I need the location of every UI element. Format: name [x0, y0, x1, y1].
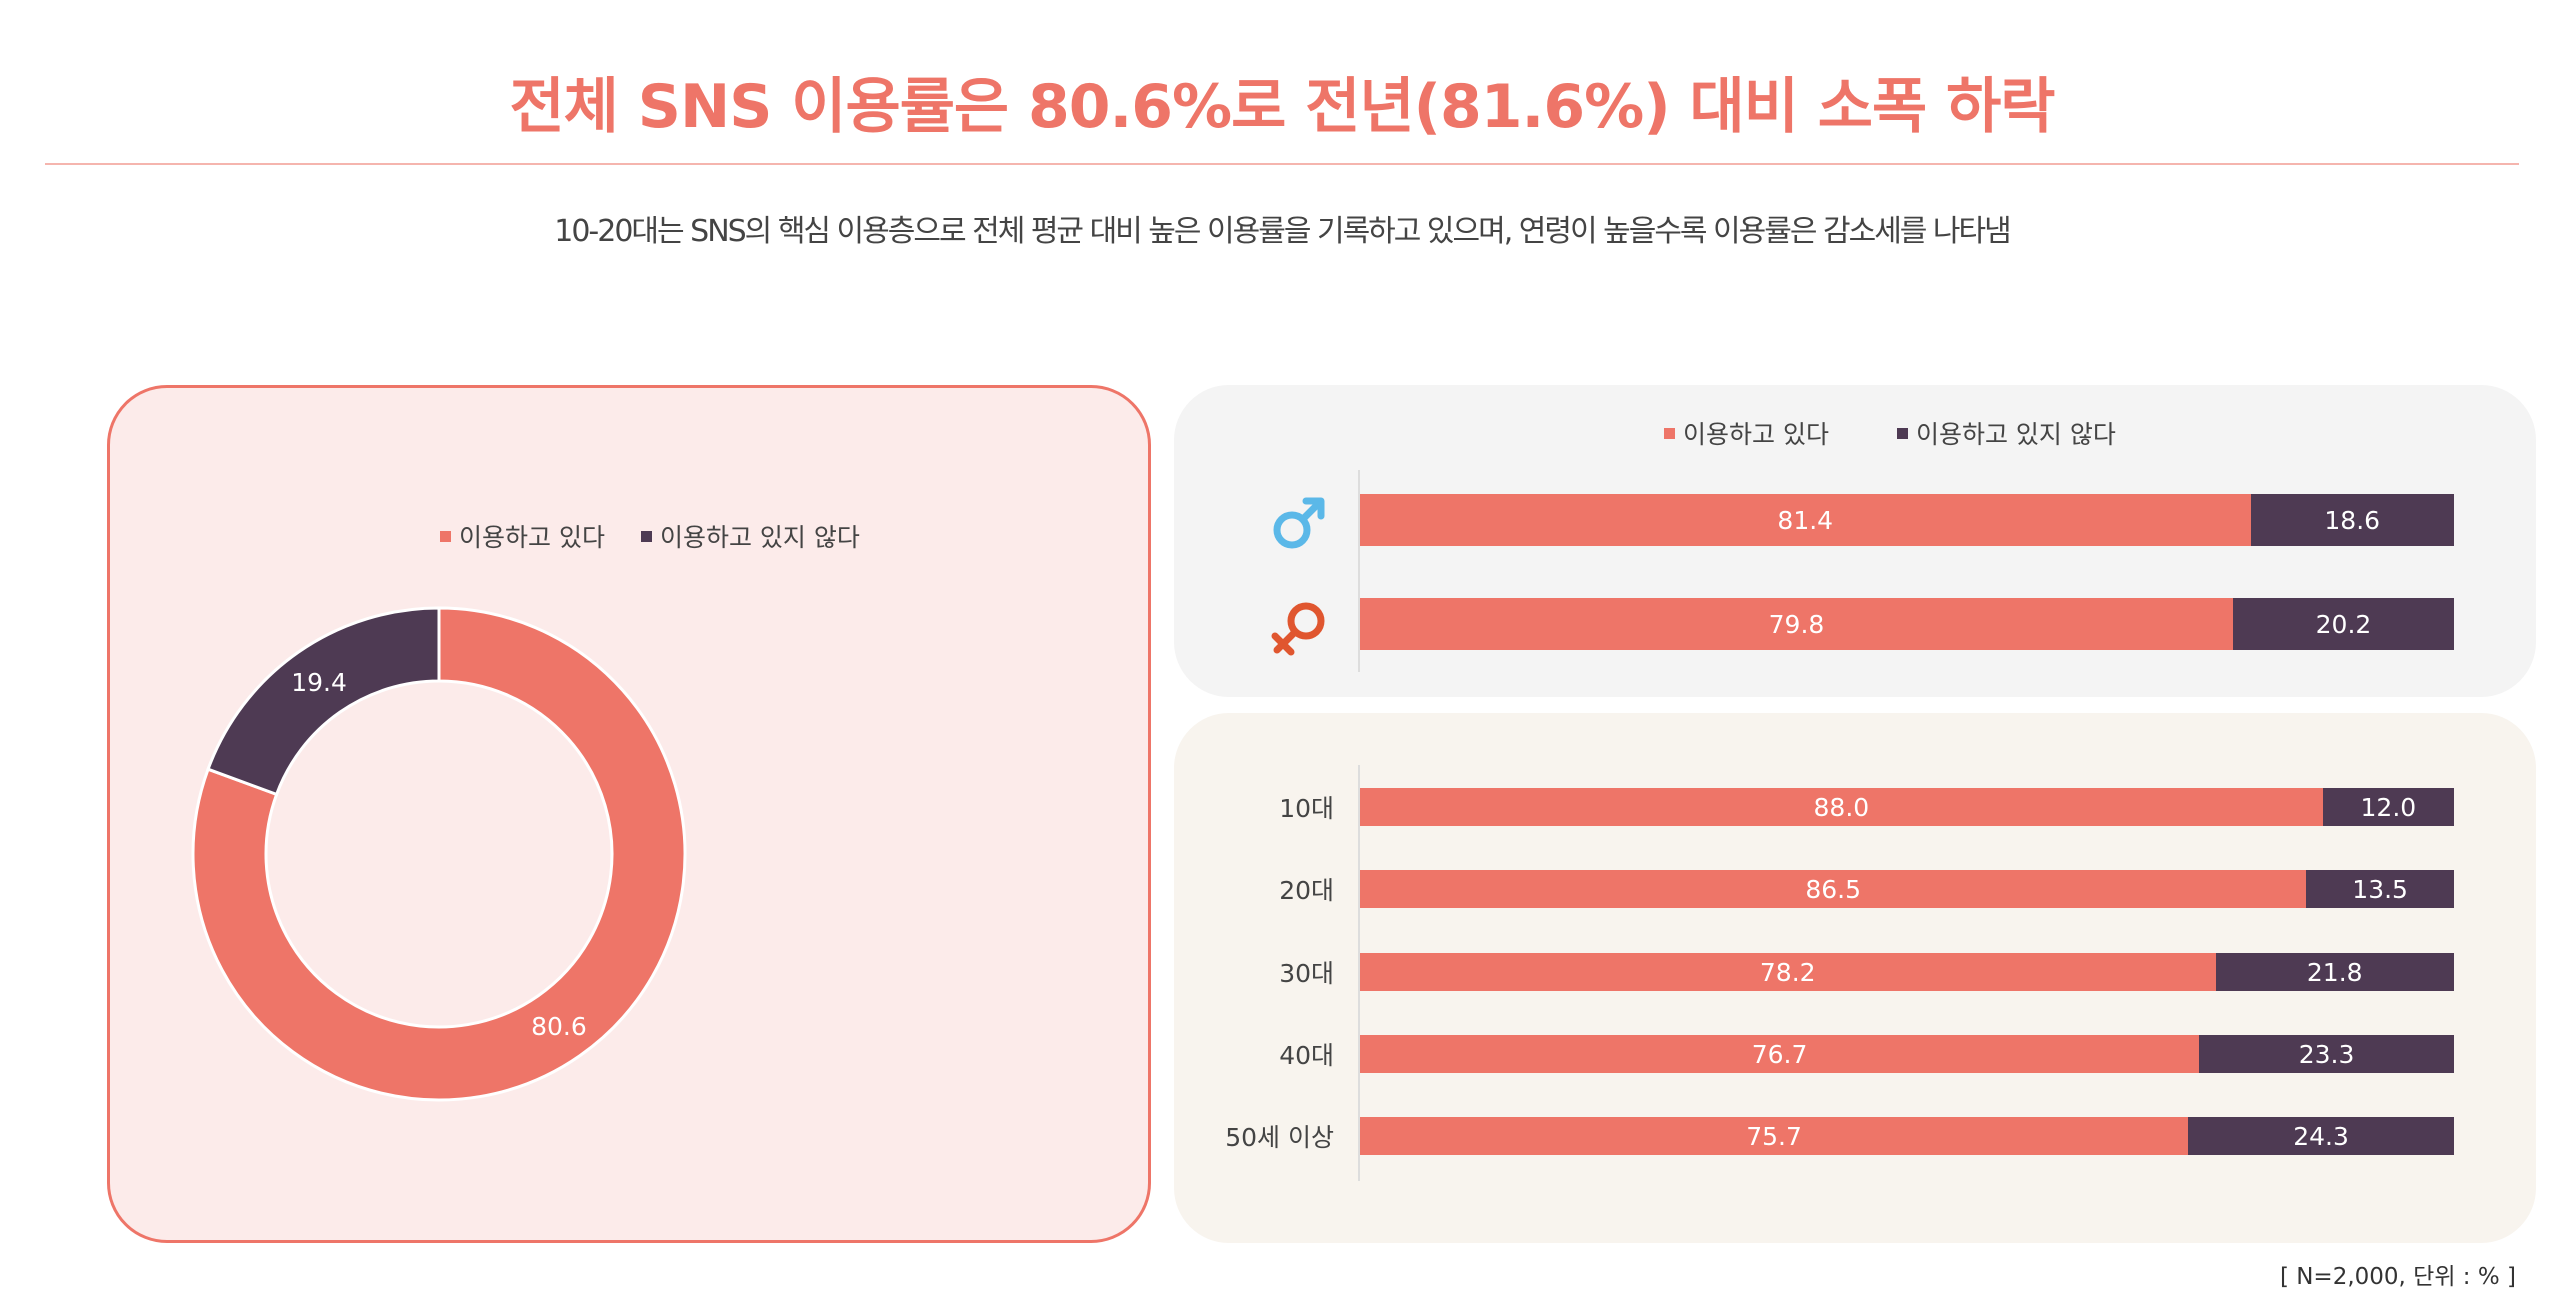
- legend-label-nonuse: 이용하고 있지 않다: [659, 523, 860, 552]
- donut-chart: 80.6 19.4: [191, 606, 687, 1102]
- category-label: 40대: [1279, 1041, 1334, 1070]
- age-axis: [1358, 765, 1360, 1181]
- bar-age-20: 86.5 13.5: [1360, 870, 2454, 908]
- bar-male-use: 81.4: [1360, 494, 2251, 546]
- bar-female-nonuse: 20.2: [2233, 598, 2454, 650]
- overall-panel: 이용하고 있다 이용하고 있지 않다 80.6 19.4: [107, 385, 1151, 1243]
- donut-legend: 이용하고 있다 이용하고 있지 않다: [440, 518, 860, 554]
- gender-legend: 이용하고 있다 이용하고 있지 않다: [1664, 415, 2116, 451]
- gender-axis: [1358, 470, 1360, 672]
- bar-female: 79.8 20.2: [1360, 598, 2454, 650]
- legend-item-nonuse: 이용하고 있지 않다: [640, 518, 860, 554]
- donut-label-nonuse: 19.4: [291, 668, 347, 697]
- legend-label-use: 이용하고 있다: [1683, 420, 1829, 449]
- bar-age-50plus-use: 75.7: [1360, 1117, 2189, 1155]
- page-subtitle: 10-20대는 SNS의 핵심 이용층으로 전체 평균 대비 높은 이용률을 기…: [554, 214, 2011, 249]
- bar-age-10-use: 88.0: [1360, 788, 2323, 826]
- donut-slice-nonuse: [206, 606, 441, 797]
- bar-age-40-use: 76.7: [1360, 1035, 2200, 1073]
- age-panel: 10대 88.0 12.0 20대 86.5 13.5 30대 78.2 21.…: [1174, 713, 2536, 1243]
- bar-age-10-nonuse: 12.0: [2322, 788, 2454, 826]
- donut-slice-use: [191, 606, 687, 1102]
- female-icon: [1271, 602, 1325, 656]
- sample-note: [ N=2,000, 단위 : % ]: [2279, 1264, 2516, 1290]
- legend-label-use: 이용하고 있다: [459, 523, 605, 552]
- legend-item-nonuse: 이용하고 있지 않다: [1896, 415, 2116, 451]
- bar-age-40: 76.7 23.3: [1360, 1035, 2454, 1073]
- title-divider: [45, 163, 2519, 165]
- gender-panel: 이용하고 있다 이용하고 있지 않다 81.4 18.6 79.8 20.2: [1174, 385, 2536, 697]
- legend-item-use: 이용하고 있다: [1664, 415, 1829, 451]
- category-label: 20대: [1279, 876, 1334, 905]
- bar-age-40-nonuse: 23.3: [2199, 1035, 2454, 1073]
- bar-age-20-use: 86.5: [1360, 870, 2307, 908]
- legend-swatch-nonuse: [1896, 427, 1908, 439]
- legend-swatch-use: [1664, 427, 1675, 439]
- page-title: 전체 SNS 이용률은 80.6%로 전년(81.6%) 대비 소폭 하락: [509, 72, 2055, 142]
- legend-swatch-nonuse: [640, 530, 652, 542]
- category-label: 10대: [1279, 794, 1334, 823]
- bar-age-50plus: 75.7 24.3: [1360, 1117, 2454, 1155]
- bar-age-10: 88.0 12.0: [1360, 788, 2454, 826]
- legend-label-nonuse: 이용하고 있지 않다: [1915, 420, 2116, 449]
- bar-male-nonuse: 18.6: [2250, 494, 2454, 546]
- bar-male: 81.4 18.6: [1360, 494, 2454, 546]
- legend-item-use: 이용하고 있다: [440, 518, 605, 554]
- bar-age-50plus-nonuse: 24.3: [2188, 1117, 2454, 1155]
- bar-female-use: 79.8: [1360, 598, 2233, 650]
- bar-age-30: 78.2 21.8: [1360, 953, 2454, 991]
- male-icon: [1273, 497, 1325, 549]
- donut-label-use: 80.6: [531, 1012, 587, 1041]
- category-label: 50세 이상: [1225, 1123, 1334, 1152]
- category-label: 30대: [1279, 959, 1334, 988]
- bar-age-30-use: 78.2: [1360, 953, 2216, 991]
- bar-age-20-nonuse: 13.5: [2306, 870, 2454, 908]
- bar-age-30-nonuse: 21.8: [2215, 953, 2454, 991]
- legend-swatch-use: [440, 530, 451, 542]
